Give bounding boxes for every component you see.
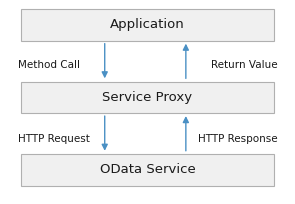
FancyBboxPatch shape: [21, 82, 274, 113]
Text: Application: Application: [110, 19, 185, 31]
Text: HTTP Response: HTTP Response: [198, 134, 277, 144]
Text: OData Service: OData Service: [100, 163, 195, 176]
FancyBboxPatch shape: [21, 154, 274, 186]
Text: Return Value: Return Value: [211, 60, 277, 70]
Text: Method Call: Method Call: [18, 60, 80, 70]
Text: HTTP Request: HTTP Request: [18, 134, 90, 144]
FancyBboxPatch shape: [21, 9, 274, 41]
Text: Service Proxy: Service Proxy: [102, 91, 193, 104]
